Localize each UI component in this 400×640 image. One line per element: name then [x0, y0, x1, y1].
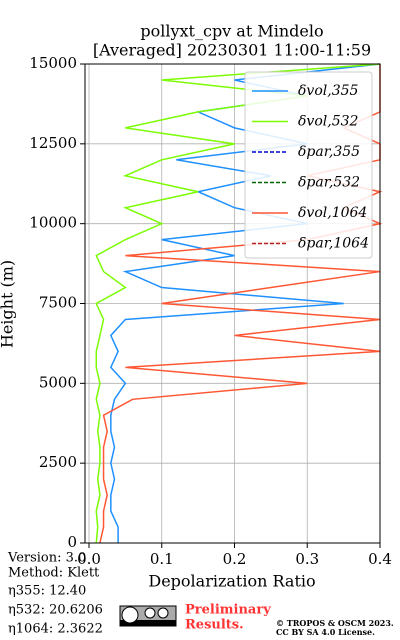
y-tick-label: 10000: [29, 214, 77, 232]
legend-label: δpar,1064: [298, 236, 369, 252]
series-line: [95, 63, 381, 544]
eta: η532: 20.6206: [8, 603, 103, 618]
y-tick-label: 0: [67, 533, 77, 551]
chart-subtitle: [Averaged] 20230301 11:00-11:59: [93, 41, 371, 60]
copyright: © TROPOS & OSCM 2023.: [276, 618, 394, 628]
version: Version: 3.0: [7, 551, 86, 566]
x-tick-label: 0.0: [77, 550, 101, 568]
x-axis-label: Depolarization Ratio: [148, 572, 315, 591]
chart-title: pollyxt_cpv at Mindelo: [140, 22, 323, 41]
y-axis-label: Height (m): [0, 260, 17, 348]
x-tick-label: 0.2: [223, 550, 247, 568]
method: Method: Klett: [8, 566, 100, 581]
eta: η355: 12.40: [8, 584, 86, 599]
y-tick-label: 7500: [39, 294, 77, 312]
notice: Results.: [185, 618, 244, 633]
legend-label: δvol,1064: [298, 205, 367, 221]
legend-label: δpar,532: [298, 175, 360, 191]
y-tick-label: 5000: [39, 373, 77, 391]
legend-label: δpar,355: [298, 144, 360, 160]
notice: Preliminary: [185, 603, 271, 618]
y-tick-label: 15000: [29, 54, 77, 72]
legend-label: δvol,532: [298, 114, 359, 130]
y-tick-label: 12500: [29, 134, 77, 152]
eta: η1064: 2.3622: [8, 622, 103, 637]
plot-frame: [84, 63, 381, 544]
plot-area: 0.0 0.1 0.2 0.3 0.4 0 2500 5000 7500 10000 12500 15…: [29, 54, 392, 568]
legend-label: δvol,355: [298, 83, 359, 99]
license: CC BY SA 4.0 License.: [276, 627, 375, 637]
legend-box: [244, 71, 373, 259]
y-tick-label: 2500: [39, 453, 77, 471]
legend: δvol,355 δvol,532 δpar,355 δpar,532 δvol,106…: [244, 71, 373, 259]
x-tick-label: 0.3: [295, 550, 319, 568]
x-tick-label: 0.1: [150, 550, 174, 568]
x-tick-label: 0.4: [368, 550, 392, 568]
cc-logo: [119, 605, 177, 627]
